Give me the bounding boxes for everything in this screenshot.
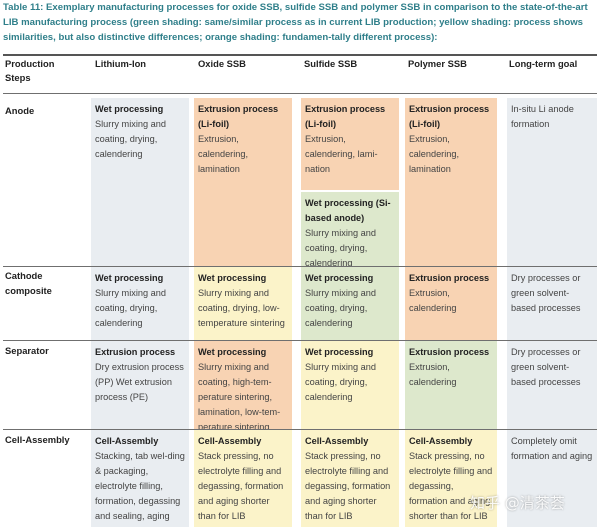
header-long-term-goal: Long-term goal [509,58,578,69]
cell-body: Extrusion, calendering, lamination [409,134,460,174]
table-caption: Table 11: Exemplary manufacturing proces… [3,2,588,43]
row-rule [3,429,597,430]
anode-polymer-cell: Extrusion process (Li-foil) Extrusion, c… [405,98,497,266]
cell-body: In-situ Li anode formation [511,104,574,129]
anode-longterm-cell: In-situ Li anode formation [507,98,597,266]
assembly-oxide-cell: Cell-Assembly Stack pressing, no electro… [194,430,292,527]
cell-body: Extrusion, calendering [409,288,457,313]
table-top-rule [3,54,597,56]
assembly-sulfide-cell: Cell-Assembly Stack pressing, no electro… [301,430,399,527]
cell-title: Wet processing [95,104,164,114]
assembly-liion-cell: Cell-Assembly Stacking, tab wel-ding & p… [91,430,189,527]
cell-body: Dry processes or green solvent-based pro… [511,347,581,387]
header-lithium-ion: Lithium-Ion [95,58,147,69]
cathode-liion-cell: Wet processing Slurry mixing and coating… [91,267,189,340]
cell-body: Slurry mixing and coating, high-tem-pera… [198,362,281,429]
cell-title: Extrusion process [409,273,490,283]
separator-longterm-cell: Dry processes or green solvent-based pro… [507,341,597,429]
cell-body: Extrusion, calendering [409,362,457,387]
separator-liion-cell: Extrusion process Dry extrusion process … [91,341,189,429]
cathode-oxide-cell: Wet processing Slurry mixing and coating… [194,267,292,340]
assembly-polymer-cell: Cell-Assembly Stack pressing, no electro… [405,430,497,527]
cell-title: Cell-Assembly [95,436,159,446]
cell-body: Slurry mixing and coating, drying, calen… [95,119,166,159]
cell-title: Wet processing [305,273,374,283]
cathode-sulfide-cell: Wet processing Slurry mixing and coating… [301,267,399,340]
cell-body: Extrusion, calendering, lami-nation [305,134,378,174]
row-label-cell-assembly: Cell-Assembly [5,434,70,445]
cell-title: Extrusion process [409,347,490,357]
header-polymer-ssb: Polymer SSB [408,58,467,69]
row-rule [3,340,597,341]
cell-body: Slurry mixing and coating, drying, calen… [95,288,166,328]
cell-title: Wet processing [198,347,267,357]
cell-title: Cell-Assembly [409,436,473,446]
header-rule [3,93,597,94]
anode-oxide-cell: Extrusion process (Li-foil) Extrusion, c… [194,98,292,266]
cell-title: Cell-Assembly [198,436,262,446]
row-label-cathode: Cathode composite [5,270,52,296]
cell-title: Wet processing (Si-based anode) [305,198,391,223]
cell-title: Extrusion process (Li-foil) [198,104,279,129]
cell-body: Slurry mixing and coating, drying, calen… [305,362,376,402]
header-production-steps: Production Steps [5,58,55,83]
row-rule [3,266,597,267]
row-label-separator: Separator [5,345,49,356]
cell-body: Stack pressing, no electrolyte filling a… [409,451,493,521]
cell-body: Completely omit formation and aging [511,436,593,461]
anode-liion-cell: Wet processing Slurry mixing and coating… [91,98,189,266]
cell-title: Wet processing [305,347,374,357]
separator-sulfide-cell: Wet processing Slurry mixing and coating… [301,341,399,429]
cell-body: Stack pressing, no electrolyte filling a… [305,451,391,521]
cell-body: Slurry mixing and coating, drying, calen… [305,288,376,328]
anode-sulfide-foil-cell: Extrusion process (Li-foil) Extrusion, c… [301,98,399,190]
header-oxide-ssb: Oxide SSB [198,58,246,69]
cell-title: Extrusion process [95,347,176,357]
separator-polymer-cell: Extrusion process Extrusion, calendering [405,341,497,429]
cell-title: Extrusion process (Li-foil) [305,104,386,129]
cell-body: Stack pressing, no electrolyte filling a… [198,451,284,521]
cell-body: Extrusion, calendering, lamination [198,134,249,174]
separator-oxide-cell: Wet processing Slurry mixing and coating… [194,341,292,429]
row-label-anode: Anode [5,105,35,116]
cell-title: Cell-Assembly [305,436,369,446]
cell-body: Slurry mixing and coating, drying, calen… [305,228,376,266]
watermark-text: 知乎 @清茶荟 [470,494,565,512]
cell-body: Slurry mixing and coating, drying, low-t… [198,288,285,328]
header-sulfide-ssb: Sulfide SSB [304,58,358,69]
cell-title: Wet processing [95,273,164,283]
cell-title: Wet processing [198,273,267,283]
cathode-longterm-cell: Dry processes or green solvent-based pro… [507,267,597,340]
anode-sulfide-si-cell: Wet processing (Si-based anode) Slurry m… [301,192,399,266]
cell-body: Dry extrusion process (PP) Wet extrusion… [95,362,184,402]
cathode-polymer-cell: Extrusion process Extrusion, calendering [405,267,497,340]
assembly-longterm-cell: Completely omit formation and aging [507,430,597,527]
cell-title: Extrusion process (Li-foil) [409,104,490,129]
cell-body: Dry processes or green solvent-based pro… [511,273,581,313]
cell-body: Stacking, tab wel-ding & packaging, elec… [95,451,185,521]
